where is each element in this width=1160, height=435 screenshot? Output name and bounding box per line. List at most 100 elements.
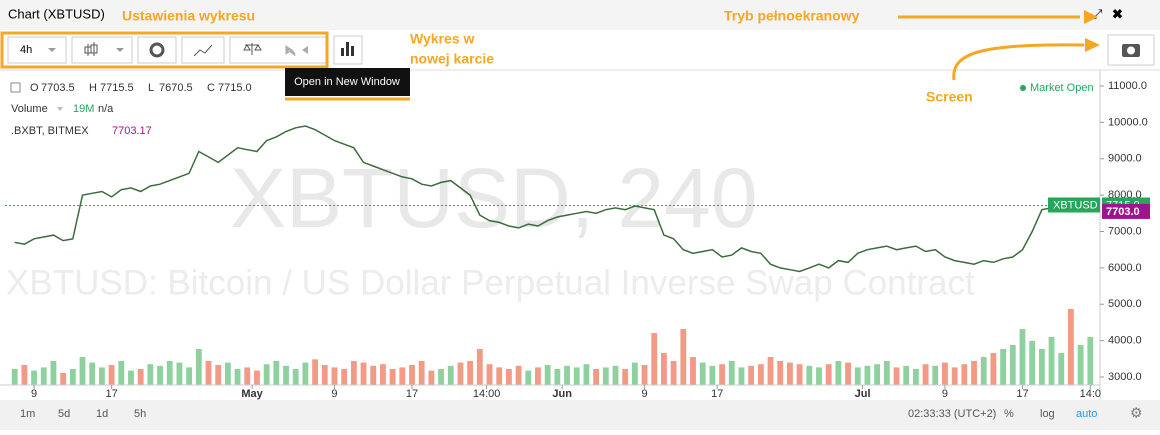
ohlc-label: L bbox=[148, 82, 154, 94]
x-tick-label: Jul bbox=[855, 388, 871, 400]
redo-icon bbox=[302, 46, 308, 54]
gear-icon bbox=[149, 42, 165, 58]
volume-bar bbox=[990, 353, 997, 385]
volume-bar bbox=[244, 367, 251, 385]
scale-option[interactable]: % bbox=[1004, 408, 1014, 420]
volume-bar bbox=[1058, 353, 1065, 385]
volume-bar bbox=[69, 369, 76, 385]
dropdown-arrow bbox=[48, 48, 56, 52]
scale-option[interactable]: auto bbox=[1076, 408, 1097, 420]
volume-bar bbox=[641, 365, 648, 385]
volume-bar bbox=[234, 369, 241, 385]
volume-bar bbox=[796, 364, 803, 385]
volume-bar bbox=[1000, 349, 1007, 385]
camera-lens bbox=[1127, 46, 1135, 55]
volume-bar bbox=[418, 361, 425, 385]
volume-value: 19M bbox=[73, 103, 94, 115]
volume-bar bbox=[738, 367, 745, 385]
chart-legend: O 7703.5 H 7715.5 L 7670.5 C 7715.0 Volume 19M … bbox=[10, 82, 1094, 137]
volume-bar bbox=[825, 364, 832, 385]
settings-icon[interactable]: ⚙ bbox=[1130, 405, 1143, 421]
volume-bar bbox=[544, 365, 551, 385]
y-tick-label: 6000.0 bbox=[1108, 262, 1142, 274]
volume-bar bbox=[147, 364, 154, 385]
indicator-icon bbox=[193, 44, 213, 57]
volume-bar bbox=[157, 365, 163, 385]
volume-bar bbox=[98, 367, 105, 385]
indicators-button[interactable] bbox=[181, 36, 225, 64]
volume-bar bbox=[195, 349, 202, 385]
volume-bar bbox=[186, 367, 193, 385]
index-label: .BXBT, BITMEX bbox=[11, 125, 89, 137]
volume-bar bbox=[1077, 345, 1084, 385]
volume-bar bbox=[922, 364, 929, 385]
range-button[interactable]: 5h bbox=[134, 408, 146, 420]
ohlc-value: 7715.5 bbox=[100, 82, 134, 94]
x-tick-label: 9 bbox=[31, 388, 37, 400]
arrow-screen bbox=[952, 43, 1085, 81]
ohlc-label: H bbox=[89, 82, 97, 94]
volume-bar bbox=[709, 365, 716, 385]
volume-bar bbox=[912, 369, 919, 385]
x-tick-label: Jun bbox=[552, 388, 572, 400]
volume-bar bbox=[903, 365, 910, 385]
volume-bar bbox=[835, 361, 842, 385]
undo-icon bbox=[285, 45, 296, 57]
range-button[interactable]: 1d bbox=[96, 408, 108, 420]
volume-bar bbox=[980, 357, 987, 385]
volume-bar bbox=[254, 370, 260, 385]
annotation-new-tab: Wykres w bbox=[410, 31, 474, 47]
annotation-settings: Ustawienia wykresu bbox=[122, 8, 255, 24]
compare-icon bbox=[243, 43, 262, 55]
volume-bar bbox=[971, 361, 977, 385]
range-button[interactable]: 1m bbox=[20, 408, 35, 420]
tooltip bbox=[285, 68, 410, 96]
volume-bar bbox=[137, 369, 144, 385]
x-tick-label: 17 bbox=[406, 388, 418, 400]
interval-button[interactable] bbox=[7, 36, 67, 64]
annotation-fullscreen: Tryb pełnoekranowy bbox=[724, 8, 860, 24]
volume-bar bbox=[767, 357, 774, 385]
volume-bar bbox=[438, 369, 444, 385]
annotation-new-tab: nowej karcie bbox=[410, 51, 494, 67]
volume-bar bbox=[1009, 345, 1016, 385]
y-tick-label: 7000.0 bbox=[1108, 225, 1142, 237]
volume-bar bbox=[951, 367, 958, 385]
x-tick-label: 9 bbox=[331, 388, 337, 400]
price-line bbox=[14, 125, 1091, 273]
settings-button[interactable] bbox=[137, 36, 177, 64]
volume-bar bbox=[447, 365, 454, 385]
collapse-box[interactable] bbox=[10, 82, 21, 93]
volume-bar bbox=[719, 364, 725, 385]
volume-bar bbox=[1068, 309, 1074, 385]
volume-bar bbox=[593, 369, 600, 385]
volume-bar bbox=[321, 365, 328, 385]
volume-bar bbox=[118, 361, 125, 385]
volume-bar bbox=[631, 362, 638, 385]
volume-bar bbox=[399, 367, 406, 385]
chart-type-button[interactable] bbox=[71, 36, 133, 64]
bottom-bar bbox=[0, 400, 1160, 430]
volume-bar bbox=[457, 362, 464, 385]
x-tick-label: 9 bbox=[641, 388, 647, 400]
volume-bar bbox=[166, 361, 173, 385]
bars-icon bbox=[341, 42, 354, 56]
close-icon[interactable]: ✖ bbox=[1112, 6, 1123, 21]
volume-bar bbox=[554, 369, 561, 385]
toolbar: 4h bbox=[0, 31, 1155, 69]
y-tick-label: 10000.0 bbox=[1108, 116, 1148, 128]
volume-bar bbox=[777, 361, 784, 385]
scale-option[interactable]: log bbox=[1040, 408, 1055, 420]
volume-bar bbox=[11, 369, 18, 385]
x-tick-label: 9 bbox=[942, 388, 948, 400]
volume-bar bbox=[496, 367, 503, 385]
expand-icon[interactable]: ⤢ bbox=[1092, 6, 1102, 21]
volume-bar bbox=[932, 365, 939, 385]
volume-bar bbox=[292, 369, 299, 385]
volume-bar bbox=[961, 364, 968, 385]
volume-bar bbox=[1087, 337, 1094, 385]
y-tick-label: 11000.0 bbox=[1108, 80, 1147, 92]
range-button[interactable]: 5d bbox=[58, 408, 70, 420]
volume-bar bbox=[854, 367, 861, 385]
candle-icon bbox=[84, 42, 98, 56]
